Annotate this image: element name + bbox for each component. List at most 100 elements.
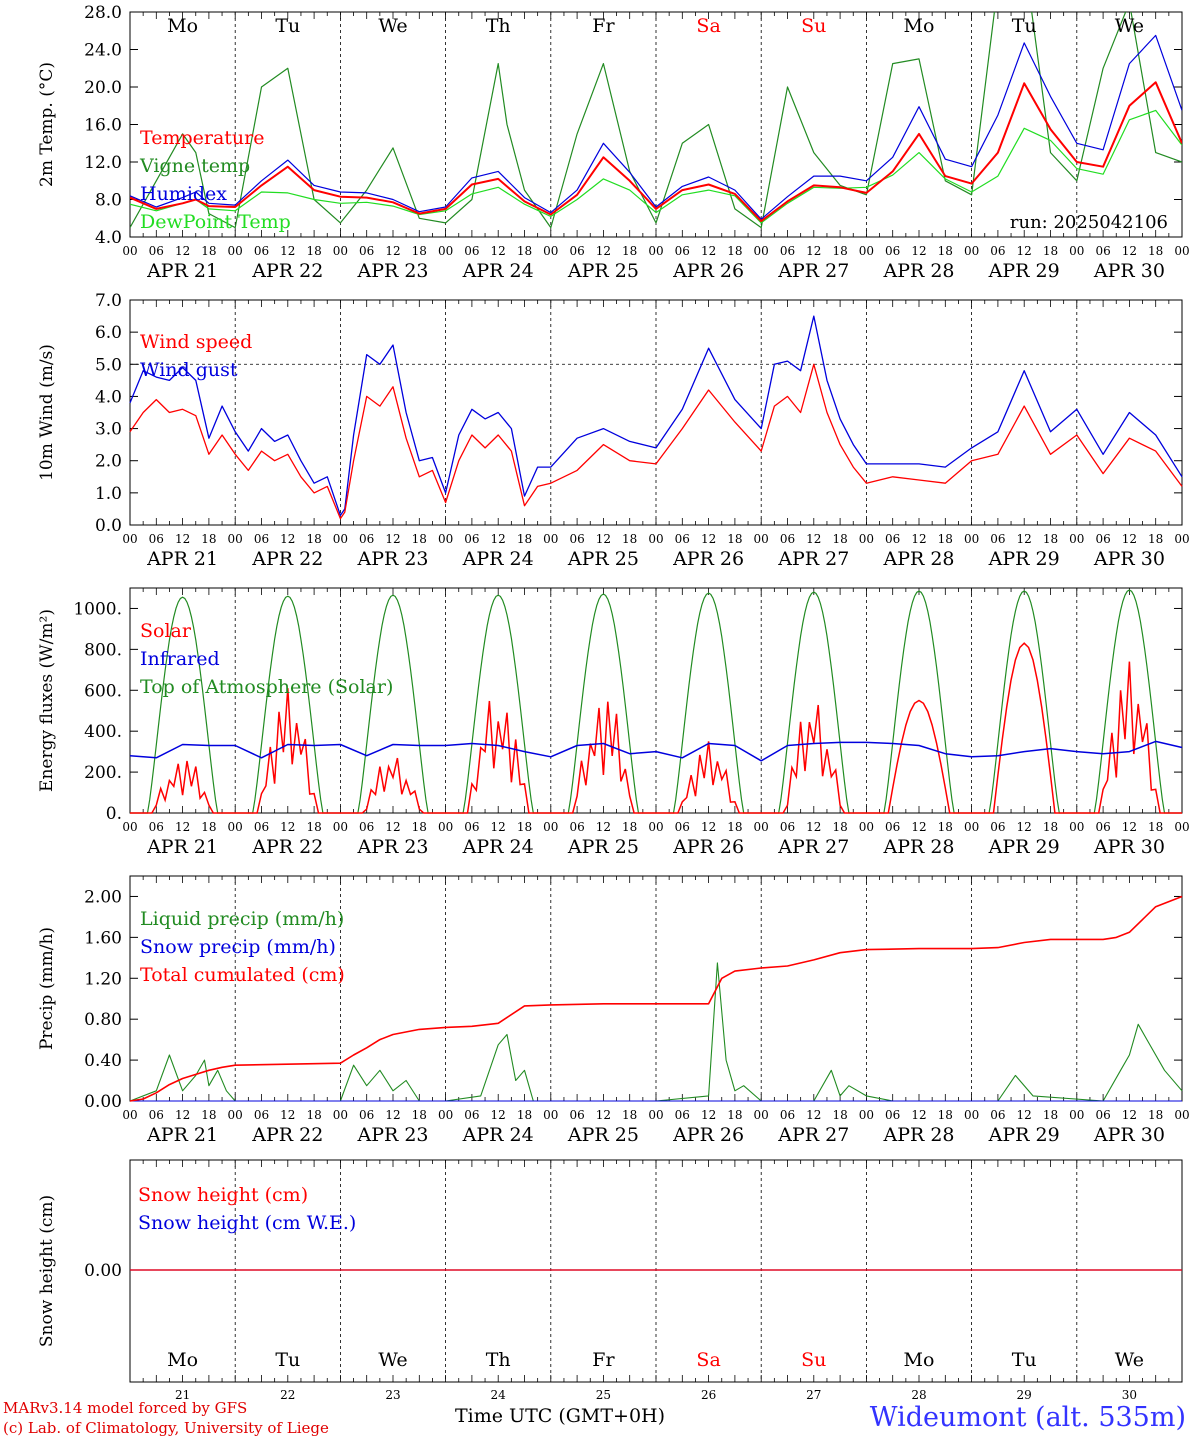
x-tick-label: 18 — [517, 244, 532, 258]
x-tick-label: 18 — [727, 1108, 742, 1122]
x-date-label: APR 27 — [777, 260, 849, 282]
x-tick-label: 12 — [280, 532, 295, 546]
legend-entry: Top of Atmosphere (Solar) — [140, 676, 393, 698]
weekday-label: Mo — [167, 1349, 198, 1371]
x-tick-label: 06 — [885, 820, 900, 834]
y-tick-label: 2.00 — [84, 887, 122, 907]
x-tick-label: 00 — [228, 532, 243, 546]
x-tick-label: 18 — [306, 532, 321, 546]
x-tick-label: 06 — [1095, 1108, 1110, 1122]
x-tick-label: 18 — [201, 244, 216, 258]
weekday-label: Tu — [275, 1349, 300, 1371]
legend-entry: DewPoint Temp — [140, 211, 291, 233]
x-tick-label: 06 — [1095, 820, 1110, 834]
x-tick-label: 18 — [1148, 820, 1163, 834]
y-tick-label: 3.0 — [95, 420, 122, 440]
series-solar — [130, 642, 1182, 814]
day-number-label: 30 — [1122, 1388, 1137, 1402]
x-tick-label: 00 — [333, 820, 348, 834]
y-tick-label: 20.0 — [84, 78, 122, 98]
x-tick-label: 00 — [964, 820, 979, 834]
x-tick-label: 12 — [701, 244, 716, 258]
y-tick-label: 800. — [84, 640, 122, 660]
x-tick-label: 18 — [832, 532, 847, 546]
x-tick-label: 18 — [1148, 244, 1163, 258]
legend-entry: Liquid precip (mm/h) — [140, 908, 344, 930]
x-tick-label: 00 — [228, 1108, 243, 1122]
x-tick-label: 06 — [885, 244, 900, 258]
x-tick-label: 00 — [754, 532, 769, 546]
weekday-label: Sa — [696, 1349, 720, 1371]
x-date-label: APR 23 — [356, 260, 428, 282]
y-tick-label: 16.0 — [84, 116, 122, 136]
x-tick-label: 06 — [990, 532, 1005, 546]
x-date-label: APR 24 — [462, 836, 534, 858]
x-tick-label: 12 — [806, 1108, 821, 1122]
y-axis-label: 10m Wind (m/s) — [37, 344, 57, 481]
legend-entry: Wind gust — [140, 359, 238, 381]
x-tick-label: 06 — [990, 820, 1005, 834]
y-tick-label: 0.80 — [84, 1010, 122, 1030]
x-tick-label: 00 — [648, 1108, 663, 1122]
x-axis-labels: 00 06 12 18 APR 21 00 06 12 18 APR 22 00 06 12 18 APR … — [122, 532, 1189, 570]
x-tick-label: 00 — [438, 532, 453, 546]
weekday-label: Sa — [696, 15, 720, 37]
x-tick-label: 18 — [1043, 1108, 1058, 1122]
x-tick-label: 12 — [1017, 820, 1032, 834]
x-tick-label: 00 — [754, 820, 769, 834]
x-tick-label: 00 — [543, 532, 558, 546]
x-tick-label: 06 — [990, 1108, 1005, 1122]
y-axis: 0.0 1.0 2.0 3.0 4.0 5.0 6.0 7.0 10m Wind (m/s) — [37, 291, 1182, 536]
weekday-label: Tu — [1012, 1349, 1037, 1371]
weekday-label: We — [1115, 1349, 1144, 1371]
y-tick-label: 4.0 — [95, 228, 122, 248]
x-tick-label: 00 — [228, 820, 243, 834]
x-date-label: APR 24 — [462, 260, 534, 282]
x-tick-label: 12 — [280, 1108, 295, 1122]
x-tick-label: 12 — [911, 244, 926, 258]
day-number-label: 28 — [911, 1388, 926, 1402]
x-date-label: APR 23 — [356, 1124, 428, 1146]
x-tick-label: 12 — [596, 820, 611, 834]
x-tick-label: 00 — [543, 820, 558, 834]
x-tick-label: 12 — [491, 244, 506, 258]
y-tick-label: 4.0 — [95, 387, 122, 407]
y-axis: 4.0 8.0 12.0 16.0 20.0 24.0 28.0 2m Temp. (°C) — [37, 3, 1182, 248]
x-tick-label: 00 — [333, 1108, 348, 1122]
x-date-label: APR 28 — [882, 260, 954, 282]
x-tick-label: 00 — [648, 820, 663, 834]
x-tick-label: 06 — [885, 532, 900, 546]
x-tick-label: 00 — [964, 244, 979, 258]
y-tick-label: 0. — [106, 804, 122, 824]
x-date-label: APR 22 — [251, 1124, 323, 1146]
x-tick-label: 12 — [596, 1108, 611, 1122]
x-tick-label: 12 — [1017, 244, 1032, 258]
x-tick-label: 00 — [754, 1108, 769, 1122]
weekday-label: Mo — [904, 15, 935, 37]
x-tick-label: 00 — [1069, 244, 1084, 258]
x-tick-label: 18 — [622, 820, 637, 834]
x-date-label: APR 30 — [1093, 260, 1165, 282]
y-tick-label: 2.0 — [95, 452, 122, 472]
x-tick-label: 18 — [622, 244, 637, 258]
y-axis: 0. 200. 400. 600. 800. 1000. Energy fluxes (W/… — [37, 599, 1182, 824]
day-number-label: 29 — [1017, 1388, 1032, 1402]
legend-entry: Wind speed — [140, 331, 252, 353]
x-tick-label: 00 — [1069, 1108, 1084, 1122]
x-tick-label: 18 — [832, 244, 847, 258]
x-tick-label: 06 — [149, 244, 164, 258]
x-tick-label: 12 — [175, 820, 190, 834]
x-tick-label: 12 — [385, 1108, 400, 1122]
weekday-label: We — [378, 15, 407, 37]
x-tick-label: 06 — [675, 532, 690, 546]
x-tick-label: 06 — [1095, 244, 1110, 258]
weekday-label: We — [378, 1349, 407, 1371]
x-tick-label: 12 — [1122, 244, 1137, 258]
y-tick-label: 6.0 — [95, 323, 122, 343]
legend-entry: Humidex — [140, 183, 227, 205]
x-date-label: APR 27 — [777, 548, 849, 570]
weekday-label: Mo — [904, 1349, 935, 1371]
x-tick-label: 18 — [306, 820, 321, 834]
x-tick-label: 18 — [306, 1108, 321, 1122]
